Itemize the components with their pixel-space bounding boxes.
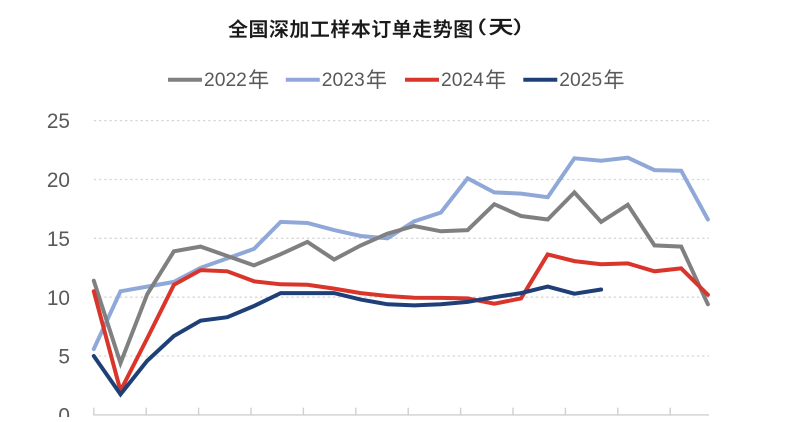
svg-text:5: 5 <box>58 346 70 369</box>
svg-text:2023: 2023 <box>322 70 365 91</box>
svg-text:25: 25 <box>47 110 70 133</box>
svg-text:2025: 2025 <box>559 70 602 91</box>
svg-text:2024: 2024 <box>441 70 484 91</box>
svg-text:10: 10 <box>47 287 70 310</box>
svg-text:20: 20 <box>47 169 70 192</box>
svg-text:0: 0 <box>58 405 70 418</box>
svg-text:15: 15 <box>47 228 70 251</box>
svg-text:2022: 2022 <box>204 70 247 91</box>
